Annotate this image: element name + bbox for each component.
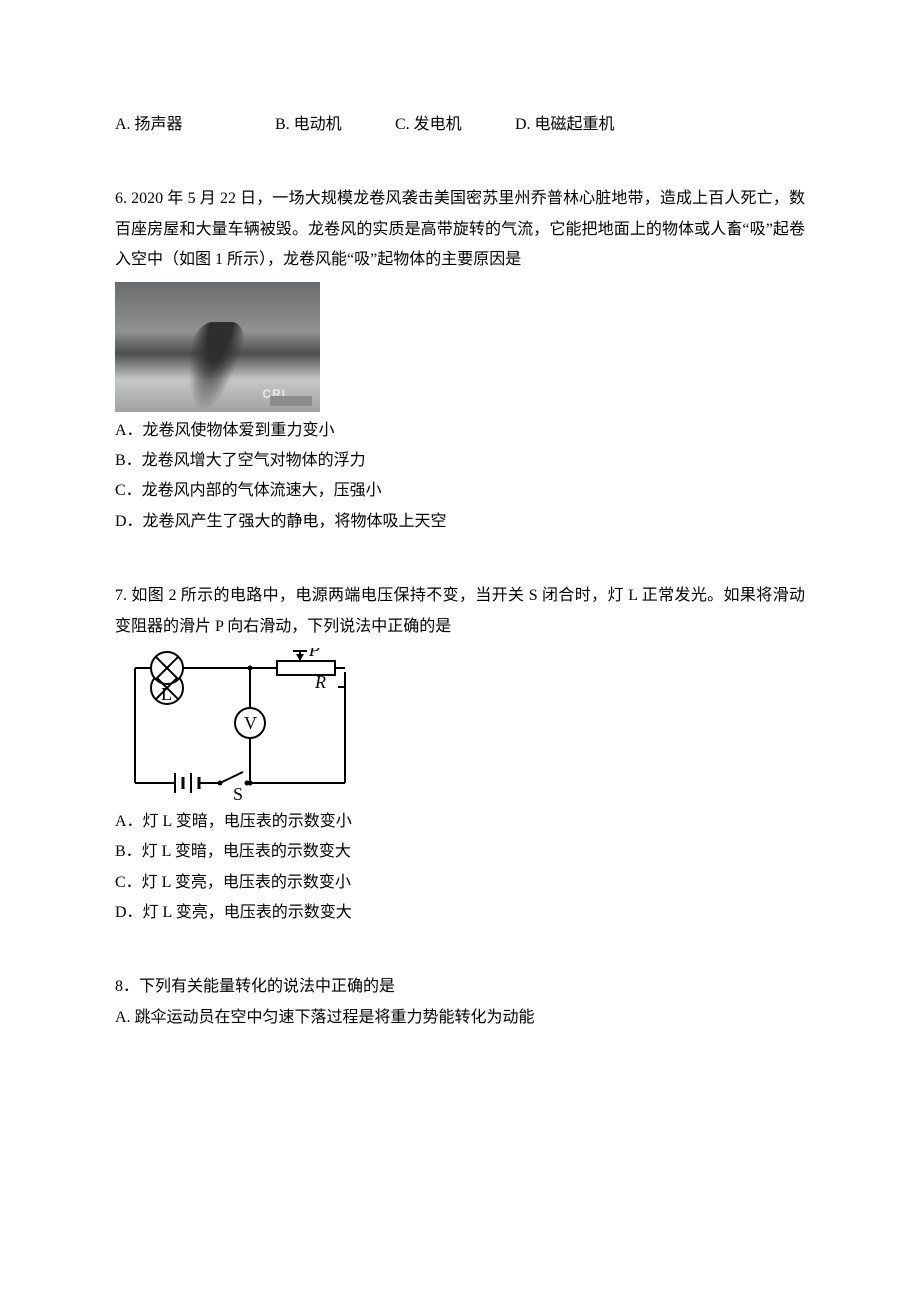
lamp-label: L: [161, 684, 172, 704]
question-8: 8．下列有关能量转化的说法中正确的是 A. 跳伞运动员在空中匀速下落过程是将重力…: [115, 972, 805, 1033]
q8-option-a: A. 跳伞运动员在空中匀速下落过程是将重力势能转化为动能: [115, 1003, 805, 1033]
q6-figure-tornado: CRI: [115, 282, 320, 412]
q5-option-c: C. 发电机: [395, 110, 515, 140]
rheostat-label: R: [314, 672, 326, 692]
q6-options: A．龙卷风使物体爱到重力变小 B．龙卷风增大了空气对物体的浮力 C．龙卷风内部的…: [115, 416, 805, 538]
q5-option-d: D. 电磁起重机: [515, 110, 615, 140]
q7-option-b: B．灯 L 变暗，电压表的示数变大: [115, 837, 805, 867]
tornado-logo-text: CRI: [262, 383, 286, 406]
question-7: 7. 如图 2 所示的电路中，电源两端电压保持不变，当开关 S 闭合时，灯 L …: [115, 581, 805, 928]
q7-stem: 7. 如图 2 所示的电路中，电源两端电压保持不变，当开关 S 闭合时，灯 L …: [115, 581, 805, 642]
q7-option-c: C．灯 L 变亮，电压表的示数变小: [115, 868, 805, 898]
q6-option-a: A．龙卷风使物体爱到重力变小: [115, 416, 805, 446]
voltmeter-label: V: [244, 713, 257, 733]
question-6: 6. 2020 年 5 月 22 日，一场大规模龙卷风袭击美国密苏里州乔普林心脏…: [115, 184, 805, 537]
q6-option-b: B．龙卷风增大了空气对物体的浮力: [115, 446, 805, 476]
switch-label: S: [233, 784, 243, 803]
q7-figure-circuit: L V S R P: [115, 648, 365, 803]
q6-stem: 6. 2020 年 5 月 22 日，一场大规模龙卷风袭击美国密苏里州乔普林心脏…: [115, 184, 805, 275]
q5-option-b: B. 电动机: [275, 110, 395, 140]
q5-option-a: A. 扬声器: [115, 110, 275, 140]
q7-options: A．灯 L 变暗，电压表的示数变小 B．灯 L 变暗，电压表的示数变大 C．灯 …: [115, 807, 805, 929]
q6-option-d: D．龙卷风产生了强大的静电，将物体吸上天空: [115, 507, 805, 537]
q8-options: A. 跳伞运动员在空中匀速下落过程是将重力势能转化为动能: [115, 1003, 805, 1033]
q6-option-c: C．龙卷风内部的气体流速大，压强小: [115, 476, 805, 506]
slider-label: P: [308, 648, 320, 660]
q5-options: A. 扬声器 B. 电动机 C. 发电机 D. 电磁起重机: [115, 110, 805, 140]
q7-option-a: A．灯 L 变暗，电压表的示数变小: [115, 807, 805, 837]
q8-stem: 8．下列有关能量转化的说法中正确的是: [115, 972, 805, 1002]
q7-option-d: D．灯 L 变亮，电压表的示数变大: [115, 898, 805, 928]
